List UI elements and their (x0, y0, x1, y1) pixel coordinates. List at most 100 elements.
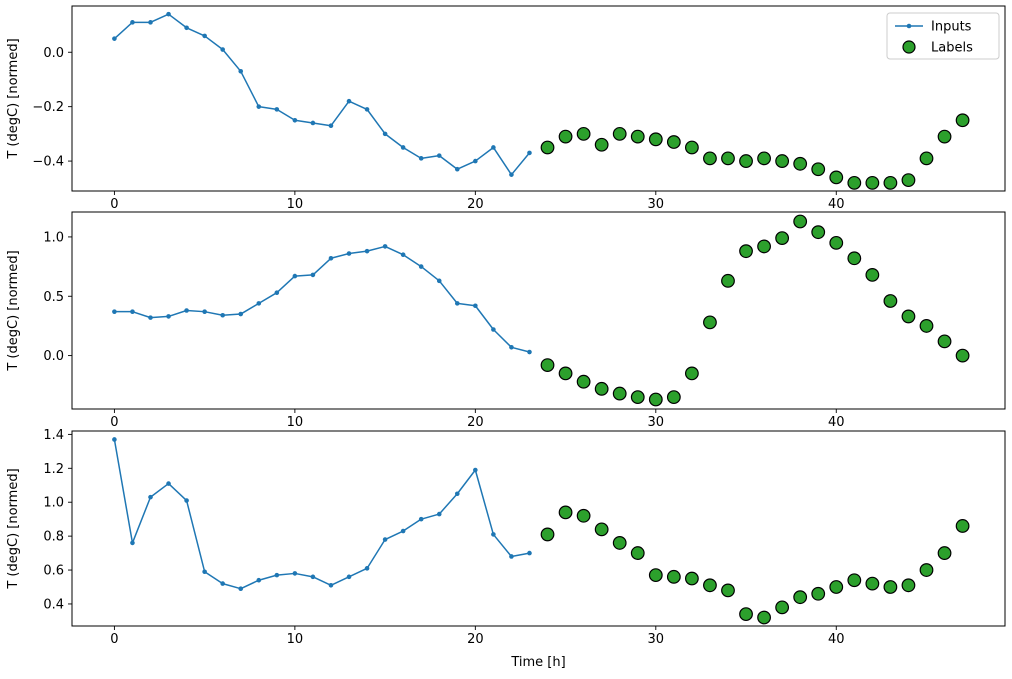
label-point (594, 137, 609, 152)
label-point (901, 309, 916, 324)
label-point (793, 214, 808, 229)
label-point (865, 175, 880, 190)
label-point (757, 239, 771, 254)
x-tick-label: 20 (467, 415, 484, 430)
label-point (576, 126, 591, 141)
label-point (883, 294, 898, 308)
label-point (576, 508, 591, 523)
legend-label: Labels (931, 41, 973, 56)
input-point (454, 301, 460, 306)
input-point (346, 251, 352, 256)
series-labels (540, 505, 970, 625)
input-point (400, 528, 406, 534)
x-tick-label: 0 (110, 415, 118, 430)
label-point (775, 600, 790, 615)
input-point (491, 145, 496, 150)
input-point (256, 577, 262, 583)
label-point (775, 231, 790, 246)
label-point (793, 590, 808, 605)
label-point (630, 129, 645, 144)
input-point (274, 572, 280, 578)
input-point (112, 437, 117, 442)
input-point (400, 145, 406, 150)
input-point (328, 123, 334, 129)
x-tick-label: 30 (648, 197, 665, 212)
label-point (558, 505, 573, 520)
label-point (558, 129, 573, 144)
x-tick-label: 10 (287, 632, 304, 647)
label-point (648, 132, 663, 147)
label-point (648, 392, 663, 407)
input-point (166, 314, 171, 319)
input-point (112, 309, 117, 314)
axes-1: 0 10 20 30 40 0.0 0.5 1.0 T (degC) [normed] (6, 211, 1006, 430)
input-point (310, 574, 316, 580)
input-point (346, 574, 352, 580)
x-tick-label: 10 (287, 415, 304, 430)
y-tick-label: 0.0 (43, 349, 64, 364)
x-tick-label: 0 (110, 632, 118, 647)
input-point (382, 537, 388, 542)
x-tick-label: 10 (287, 197, 304, 212)
label-point (721, 151, 735, 166)
y-axis-label: T (degC) [normed] (6, 468, 21, 589)
label-point (919, 563, 934, 577)
label-point (937, 129, 952, 144)
label-point (666, 390, 681, 405)
input-point (509, 172, 514, 177)
input-point (418, 156, 424, 161)
label-point (847, 251, 862, 266)
input-point (238, 68, 244, 74)
legend-label: Inputs (931, 20, 972, 35)
label-point (883, 175, 898, 190)
x-axis-label: Time [h] (510, 655, 565, 670)
label-point (757, 151, 771, 166)
label-point (684, 366, 699, 381)
label-point (865, 576, 880, 591)
label-point (703, 578, 717, 593)
label-point (666, 569, 681, 584)
label-point (612, 536, 627, 550)
input-point (436, 278, 442, 284)
input-point (238, 311, 244, 317)
input-point (130, 20, 135, 25)
label-point (811, 586, 826, 601)
label-point (901, 578, 916, 593)
label-point (937, 546, 952, 560)
input-point (436, 511, 442, 517)
y-tick-label: 1.4 (43, 428, 64, 443)
input-point (436, 153, 442, 158)
axes-2: 0 10 20 30 40 0.4 0.6 0.8 1.0 1.2 1.4 T (degC) [nor… (6, 428, 1006, 670)
label-point (901, 173, 916, 188)
label-point (793, 156, 808, 171)
label-point (757, 610, 771, 625)
input-point (184, 498, 189, 503)
label-point (684, 140, 699, 155)
input-point (364, 566, 370, 571)
input-point (310, 120, 316, 126)
label-point (847, 175, 862, 190)
input-point (418, 264, 424, 269)
input-point (418, 516, 424, 522)
label-point (829, 580, 844, 594)
label-point (955, 519, 970, 533)
label-point (648, 568, 663, 583)
input-point (166, 481, 171, 486)
input-point (491, 532, 496, 537)
series-labels (540, 214, 970, 407)
legend-line-marker (906, 23, 912, 29)
y-tick-label: 0.5 (43, 290, 64, 305)
label-point (847, 573, 862, 588)
label-point (721, 273, 735, 288)
input-point (220, 312, 225, 318)
label-point (703, 151, 717, 166)
plot-area (71, 5, 1006, 192)
label-point (558, 366, 573, 381)
label-point (540, 140, 555, 155)
input-point (527, 349, 532, 355)
label-point (540, 358, 555, 372)
input-point (364, 107, 370, 112)
